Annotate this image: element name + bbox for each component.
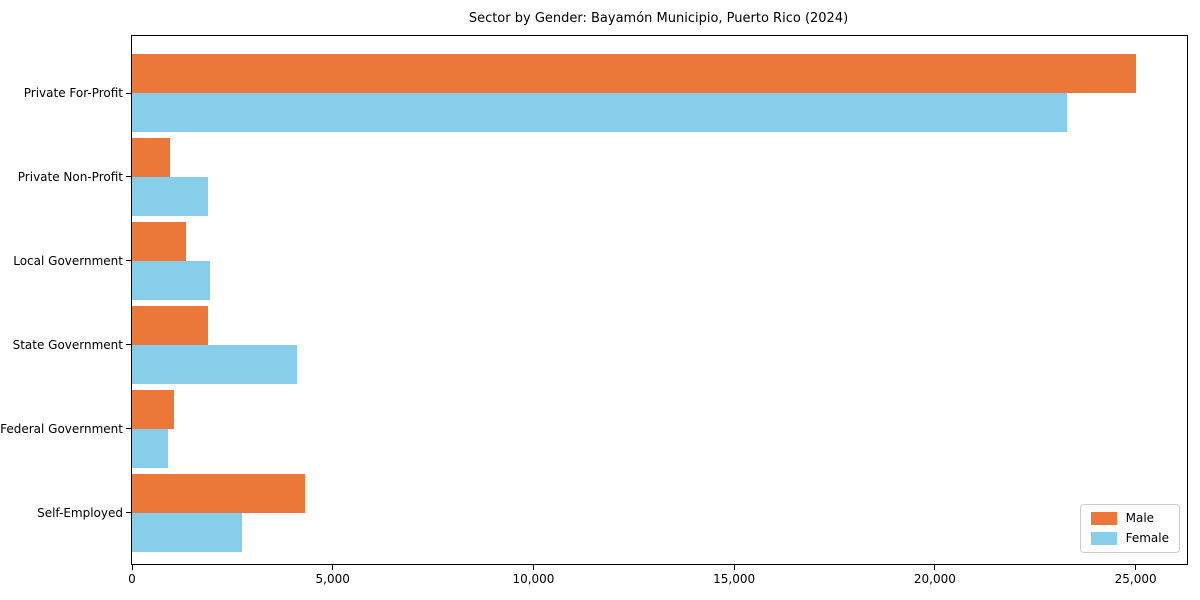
plot-area: Private For-Profit Private Non-Profit Loca… [0, 35, 1188, 586]
x-tick-label: 15,000 [713, 572, 756, 586]
bar-male-2 [132, 137, 171, 177]
y-tick [126, 344, 131, 346]
y-tick-label: Self-Employed [37, 505, 123, 520]
y-tick [126, 512, 131, 513]
bar-male-1 [132, 54, 1136, 93]
y-tick [126, 428, 131, 430]
bar-male-5 [132, 389, 175, 429]
bar-female-4 [132, 344, 297, 384]
bar-female-3 [132, 260, 211, 300]
y-tick-label: Private Non-Profit [17, 169, 123, 184]
y-tick-label: Private For-Profit [23, 86, 123, 100]
legend-label-male: Male [1125, 511, 1155, 525]
bar-male-6 [132, 473, 305, 513]
legend: Male Female [1079, 504, 1180, 553]
x-tick-label: 20,000 [913, 572, 956, 586]
y-tick-label: Local Government [13, 253, 123, 268]
bar-male-3 [132, 221, 187, 261]
bar-female-5 [132, 428, 169, 468]
x-tick [332, 565, 334, 570]
y-tick-label: Federal Government [0, 421, 123, 436]
legend-item-male: Male [1090, 511, 1169, 525]
x-tick [733, 565, 735, 570]
legend-swatch-female [1090, 532, 1117, 545]
x-tick-label: 0 [128, 572, 136, 586]
y-tick [126, 92, 131, 94]
y-tick [126, 176, 131, 178]
y-tick-label: State Government [12, 337, 123, 352]
x-tick [1135, 565, 1137, 570]
bar-female-2 [132, 176, 209, 216]
x-tick [131, 565, 133, 570]
bar-female-6 [132, 512, 243, 552]
legend-item-female: Female [1090, 531, 1169, 545]
legend-swatch-male [1090, 512, 1117, 525]
bar-male-4 [132, 305, 209, 345]
legend-label-female: Female [1125, 531, 1169, 545]
chart-title: Sector by Gender: Bayamón Municipio, Pue… [468, 11, 849, 26]
x-tick-label: 10,000 [512, 572, 555, 586]
x-tick [934, 565, 936, 570]
x-tick-label: 5,000 [315, 572, 350, 586]
bar-female-1 [132, 93, 1068, 132]
y-tick [126, 260, 131, 262]
x-tick [532, 565, 534, 570]
x-tick-label: 25,000 [1114, 572, 1157, 586]
